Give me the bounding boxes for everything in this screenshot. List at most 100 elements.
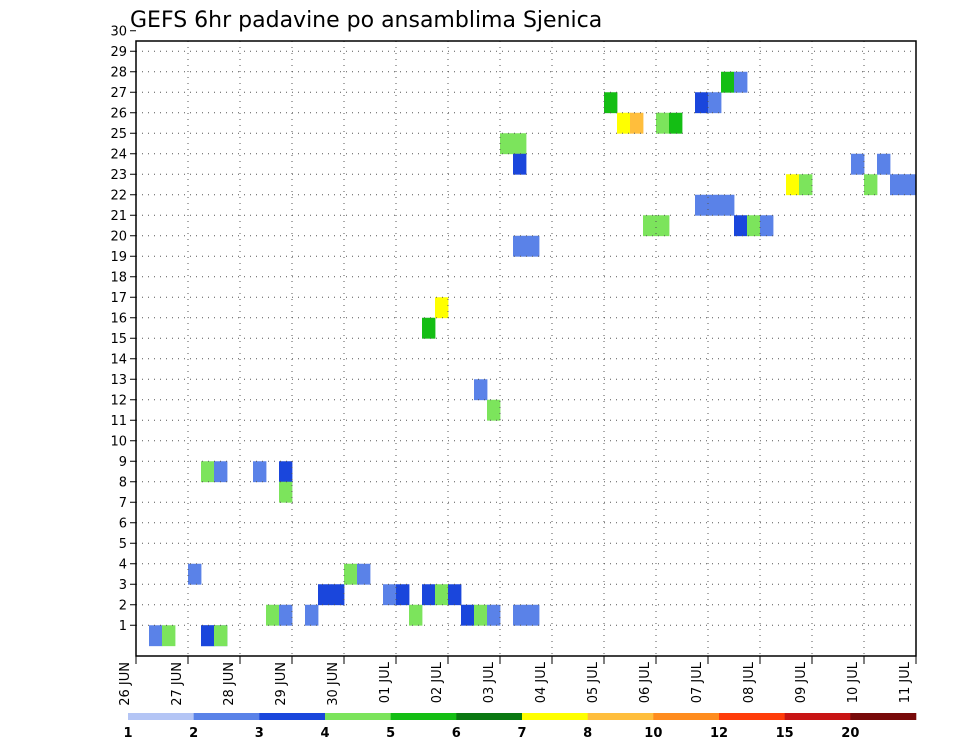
- heatmap-cell: [721, 71, 735, 93]
- heatmap-cell: [513, 604, 527, 626]
- heatmap-cell: [786, 174, 800, 196]
- heatmap-cell: [760, 215, 774, 237]
- heatmap-cell: [279, 604, 293, 626]
- colorbar-swatch: [522, 713, 588, 720]
- colorbar-swatch: [653, 713, 720, 720]
- heatmap-cell: [513, 235, 527, 257]
- y-tick-label: 5: [119, 537, 127, 552]
- heatmap-cell: [435, 297, 449, 319]
- heatmap-cell: [734, 71, 748, 93]
- colorbar-swatch: [325, 713, 391, 720]
- heatmap-cell: [630, 112, 644, 134]
- heatmap-cell: [695, 92, 709, 114]
- y-tick-label: 11: [110, 414, 127, 429]
- y-tick-label: 14: [110, 352, 127, 367]
- y-tick-label: 10: [110, 434, 127, 449]
- y-tick-label: 12: [110, 393, 127, 408]
- y-tick-label: 3: [119, 578, 127, 593]
- x-tick-label: 29 JUN: [274, 662, 289, 706]
- heatmap-cell: [396, 584, 410, 606]
- heatmap-cell: [487, 399, 501, 421]
- plot-frame: [135, 40, 917, 657]
- heatmap-cell: [279, 461, 293, 483]
- chart-title: GEFS 6hr padavine po ansamblima Sjenica: [130, 8, 602, 33]
- y-axis: 1234567891011121314151617181920212223242…: [110, 24, 136, 634]
- heatmap-cell: [708, 92, 722, 114]
- heatmap-cell: [214, 461, 228, 483]
- x-tick-label: 03 JUL: [482, 661, 497, 703]
- heatmap-cell: [903, 174, 917, 196]
- x-tick-label: 06 JUL: [638, 661, 653, 703]
- y-tick-label: 8: [119, 475, 127, 490]
- x-tick-label: 30 JUN: [326, 662, 341, 706]
- y-tick-label: 24: [110, 147, 127, 162]
- heatmap-cell: [656, 215, 670, 237]
- y-tick-label: 1: [119, 619, 127, 634]
- x-tick-label: 05 JUL: [586, 661, 601, 703]
- heatmap-cell: [149, 625, 163, 647]
- heatmap-cell: [474, 379, 488, 401]
- heatmap-cell: [500, 133, 514, 155]
- x-axis: 26 JUN 27 JUN 28 JUN 29 JUN 30 JUN 01 JUL 02 J…: [118, 656, 917, 706]
- heatmap-cell: [799, 174, 813, 196]
- heatmap-cell: [656, 112, 670, 134]
- heatmap-cell: [877, 153, 891, 175]
- heatmap-cell: [188, 563, 202, 585]
- colorbar-label: 8: [583, 726, 592, 741]
- colorbar-label: 4: [320, 726, 329, 741]
- heatmap-cell: [526, 235, 540, 257]
- x-tick-label: 01 JUL: [378, 661, 393, 703]
- colorbar-label: 3: [255, 726, 264, 741]
- heatmap-cell: [201, 461, 215, 483]
- x-tick-label: 26 JUN: [118, 662, 133, 706]
- heatmap-cell: [344, 563, 358, 585]
- colorbar-swatch: [259, 713, 326, 720]
- heatmap-cell: [747, 215, 761, 237]
- y-tick-label: 21: [110, 209, 127, 224]
- x-tick-label: 09 JUL: [794, 661, 809, 703]
- heatmap-cell: [435, 584, 449, 606]
- colorbar-label: 12: [710, 726, 728, 741]
- colorbar-label: 15: [776, 726, 794, 741]
- y-tick-label: 29: [110, 45, 127, 60]
- y-tick-label: 7: [119, 496, 127, 511]
- x-tick-label: 10 JUL: [846, 661, 861, 703]
- heatmap-cell: [643, 215, 657, 237]
- heatmap-cell: [305, 604, 319, 626]
- colorbar-swatch: [850, 713, 917, 720]
- heatmap-cell: [201, 625, 215, 647]
- x-tick-label: 07 JUL: [690, 661, 705, 703]
- y-tick-label: 20: [110, 229, 127, 244]
- y-tick-label: 22: [110, 188, 127, 203]
- heatmap-cell: [461, 604, 475, 626]
- y-tick-label: 18: [110, 270, 127, 285]
- x-tick-label: 08 JUL: [742, 661, 757, 703]
- colorbar-label: 20: [841, 726, 859, 741]
- heatmap-cell: [474, 604, 488, 626]
- heatmap-cell: [409, 604, 423, 626]
- heatmap-cell: [617, 112, 631, 134]
- colorbar-label: 5: [386, 726, 395, 741]
- heatmap-cell: [526, 604, 540, 626]
- heatmap-cell: [162, 625, 176, 647]
- colorbar-swatch: [784, 713, 851, 720]
- heatmap-cell: [513, 153, 527, 175]
- colorbar-label: 1: [123, 726, 132, 741]
- heatmap-cell: [734, 215, 748, 237]
- heatmap-cell: [318, 584, 332, 606]
- y-tick-label: 25: [110, 127, 127, 142]
- heatmap-cell: [695, 194, 709, 216]
- colorbar-swatch: [719, 713, 785, 720]
- colorbar-label: 10: [644, 726, 662, 741]
- heatmap-cell: [331, 584, 345, 606]
- colorbar-swatch: [587, 713, 654, 720]
- colorbar-swatch: [456, 713, 523, 720]
- colorbar-label: 7: [517, 726, 526, 741]
- y-tick-label: 9: [119, 455, 127, 470]
- heatmap-cell: [604, 92, 618, 114]
- y-tick-label: 27: [110, 86, 127, 101]
- grid-lines: [136, 41, 916, 656]
- heatmap-cell: [422, 584, 436, 606]
- x-tick-label: 27 JUN: [170, 662, 185, 706]
